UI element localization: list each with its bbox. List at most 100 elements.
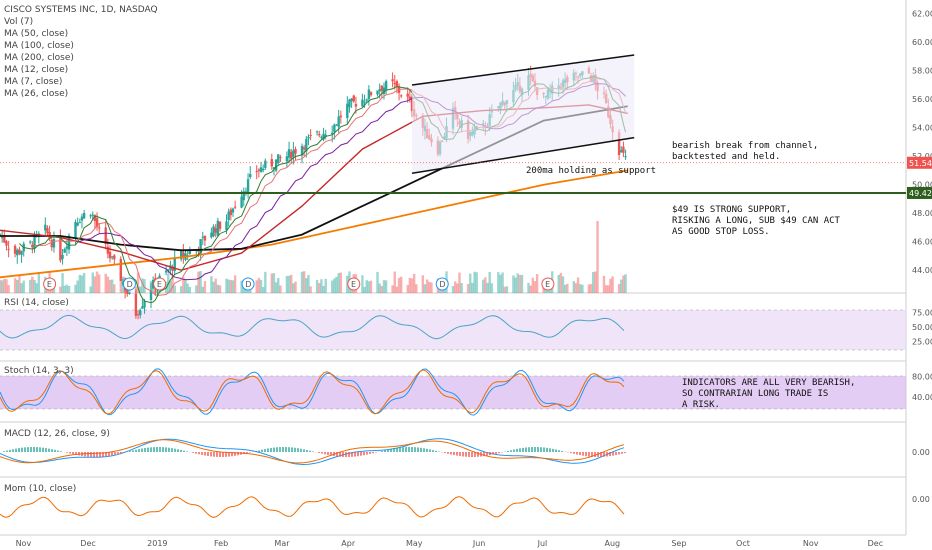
macd-histogram-bar — [78, 452, 80, 456]
macd-histogram-bar — [75, 452, 77, 455]
channel-note: bearish break from channel, backtested a… — [672, 141, 819, 162]
volume-bar — [78, 274, 82, 293]
macd-histogram-bar — [411, 447, 413, 452]
candle-body — [233, 206, 237, 208]
channel-lower-line — [411, 136, 635, 175]
legend-ma200[interactable]: MA (200, close) — [4, 53, 74, 63]
volume-bar — [384, 280, 388, 293]
volume-bar — [333, 278, 336, 293]
candle-body — [240, 196, 243, 208]
volume-bar — [365, 280, 368, 293]
stoch-k-line — [0, 368, 625, 416]
volume-bar — [451, 286, 455, 293]
macd-histogram-bar — [192, 452, 194, 453]
price-tick-label: 52.00 — [912, 152, 932, 161]
candle-body — [13, 245, 17, 254]
indicator-tick-label: 40.00 — [912, 393, 932, 402]
volume-bar — [592, 272, 595, 293]
stoch-label[interactable]: Stoch (14, 3, 3) — [4, 366, 74, 376]
volume-bar — [287, 275, 291, 293]
legend-vol[interactable]: Vol (7) — [4, 17, 34, 27]
macd-histogram-bar — [393, 448, 395, 452]
macd-histogram-bar — [15, 448, 17, 452]
candle-body — [113, 255, 116, 260]
macd-histogram-bar — [561, 450, 563, 452]
macd-histogram-bar — [558, 450, 560, 452]
macd-histogram-bar — [408, 447, 410, 452]
macd-histogram-bar — [354, 452, 356, 457]
candle-body — [74, 222, 77, 238]
candle-body — [106, 246, 110, 254]
macd-histogram-bar — [255, 451, 257, 452]
volume-bar — [182, 277, 185, 293]
macd-histogram-bar — [12, 449, 14, 452]
volume-bar — [482, 279, 485, 293]
volume-bar — [594, 271, 597, 293]
legend-ma50[interactable]: MA (50, close) — [4, 29, 69, 39]
macd-histogram-bar — [27, 447, 29, 452]
macd-label[interactable]: MACD (12, 26, close, 9) — [4, 429, 110, 439]
candle-body — [363, 101, 366, 103]
volume-bar — [93, 276, 97, 293]
candle-body — [302, 147, 306, 150]
macd-histogram-bar — [177, 449, 179, 452]
volume-bar — [466, 284, 470, 293]
macd-histogram-bar — [294, 447, 296, 452]
legend-ma100[interactable]: MA (100, close) — [4, 41, 74, 51]
volume-bar — [257, 277, 261, 293]
candle-body — [65, 246, 69, 249]
macd-histogram-bar — [348, 452, 350, 457]
ma200-line — [0, 169, 628, 279]
macd-histogram-bar — [90, 452, 92, 457]
legend-ma26[interactable]: MA (26, close) — [4, 89, 69, 99]
rsi-label[interactable]: RSI (14, close) — [4, 298, 69, 308]
volume-bar — [214, 278, 217, 293]
candle-body — [0, 237, 4, 239]
channel-upper-line — [411, 54, 635, 86]
macd-histogram-bar — [474, 452, 476, 457]
mom-label[interactable]: Mom (10, close) — [4, 484, 77, 494]
candle-body — [350, 98, 353, 102]
volume-bar — [611, 276, 614, 293]
volume-bar — [535, 273, 539, 293]
candle-body — [231, 208, 235, 213]
volume-bar — [143, 279, 146, 293]
macd-histogram-bar — [492, 452, 494, 455]
candle-body — [108, 251, 112, 259]
macd-histogram-bar — [168, 447, 170, 452]
candle-body — [119, 259, 122, 281]
macd-histogram-bar — [180, 449, 182, 452]
volume-bar — [529, 285, 532, 293]
macd-histogram-bar — [69, 452, 71, 454]
candle-body — [212, 226, 215, 237]
macd-histogram-bar — [114, 452, 116, 455]
event-marker-label: E — [157, 280, 162, 289]
volume-bar — [270, 273, 273, 293]
price-tick-label: 58.00 — [912, 67, 932, 76]
volume-bar — [607, 285, 610, 293]
volume-bar — [563, 284, 567, 293]
candle-body — [367, 89, 371, 100]
macd-histogram-bar — [87, 452, 89, 457]
macd-histogram-bar — [543, 447, 545, 452]
candle-body — [98, 227, 101, 229]
candle-body — [277, 154, 280, 163]
volume-bar — [37, 273, 41, 293]
macd-histogram-bar — [42, 447, 44, 452]
volume-bar — [512, 275, 515, 293]
candle-body — [333, 124, 336, 132]
candle-body — [80, 216, 84, 221]
macd-histogram-bar — [339, 452, 341, 457]
macd-histogram-bar — [285, 447, 287, 452]
volume-bar — [566, 283, 569, 293]
macd-histogram-bar — [570, 452, 572, 454]
indicator-bands — [0, 309, 906, 410]
macd-histogram-bar — [420, 447, 422, 452]
macd-histogram-bar — [198, 452, 200, 455]
time-tick-label: 2019 — [147, 539, 167, 548]
macd-histogram-bar — [537, 447, 539, 452]
legend-ma7[interactable]: MA (7, close) — [4, 77, 63, 87]
macd-histogram-bar — [138, 449, 140, 452]
legend-ma12[interactable]: MA (12, close) — [4, 65, 69, 75]
